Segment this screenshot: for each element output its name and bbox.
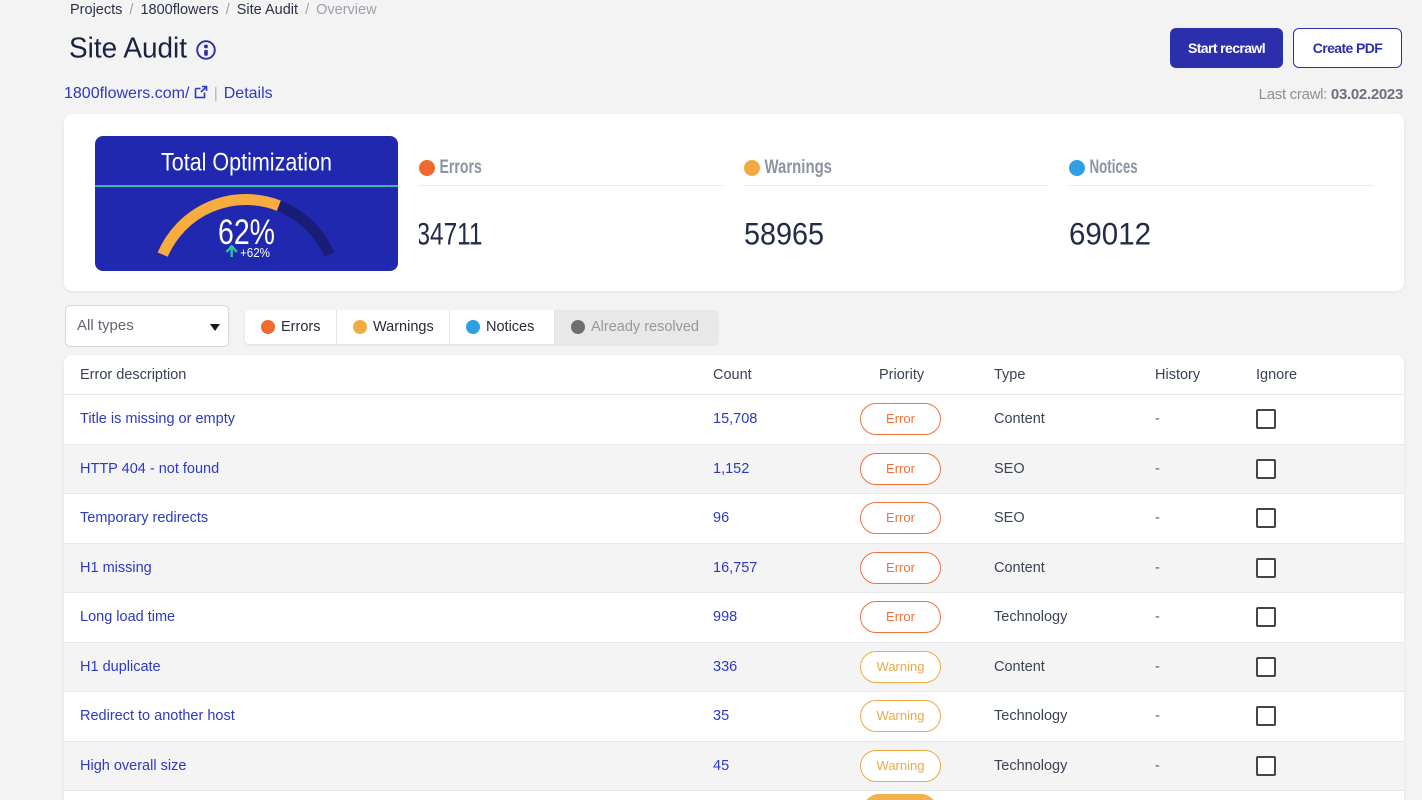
svg-text:Warnings: Warnings	[765, 157, 833, 178]
svg-text:Notices: Notices	[1089, 157, 1137, 178]
svg-text:58965: 58965	[744, 216, 824, 250]
svg-text:62%: 62%	[218, 213, 275, 252]
svg-text:+62%: +62%	[240, 245, 270, 260]
svg-text:Total Optimization: Total Optimization	[161, 149, 332, 177]
svg-text:69012: 69012	[1069, 216, 1151, 250]
svg-text:34711: 34711	[419, 216, 483, 250]
svg-text:Site Audit: Site Audit	[69, 33, 187, 65]
svg-text:Errors: Errors	[439, 157, 481, 178]
